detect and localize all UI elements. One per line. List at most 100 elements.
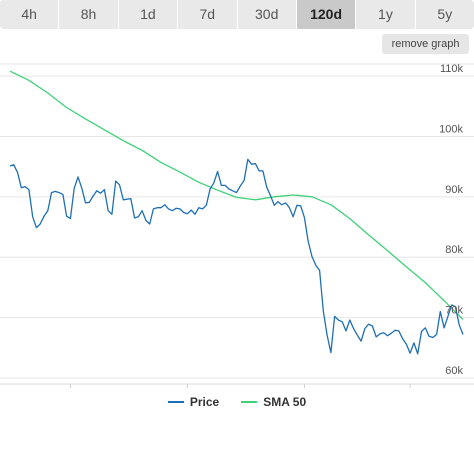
price-point bbox=[114, 180, 117, 183]
price-point bbox=[122, 198, 125, 201]
x-axis-labels: Dec '25Jan '26Feb '26Mar '26 bbox=[69, 384, 411, 388]
price-point bbox=[239, 185, 242, 188]
range-tab-5y[interactable]: 5y bbox=[415, 0, 474, 29]
sma-50-point bbox=[122, 139, 125, 142]
price-point bbox=[227, 188, 230, 191]
price-point bbox=[299, 204, 302, 207]
range-tab-4h[interactable]: 4h bbox=[0, 0, 60, 29]
price-point bbox=[54, 190, 57, 193]
range-tab-1d[interactable]: 1d bbox=[118, 0, 179, 29]
price-point bbox=[24, 185, 27, 188]
sma-50-point bbox=[197, 181, 200, 184]
price-point bbox=[420, 330, 423, 333]
y-axis-labels: 60k 70k 80k 90k 100k 110k bbox=[439, 63, 463, 377]
price-point bbox=[73, 187, 76, 190]
price-point bbox=[386, 334, 389, 337]
sma-50-point bbox=[216, 189, 219, 192]
price-point bbox=[167, 207, 170, 210]
price-point bbox=[20, 186, 23, 189]
sma-50-point bbox=[405, 265, 408, 268]
gridlines bbox=[0, 63, 474, 379]
sma-50-point bbox=[103, 128, 106, 131]
sma-50-point bbox=[367, 233, 370, 236]
price-point bbox=[409, 352, 412, 355]
price-point bbox=[341, 320, 344, 323]
price-point bbox=[46, 209, 49, 212]
price-point bbox=[401, 337, 404, 340]
y-tick-label-80k: 80k bbox=[445, 244, 463, 256]
price-point bbox=[371, 325, 374, 328]
price-point bbox=[65, 215, 68, 218]
legend-label-sma-50: SMA 50 bbox=[263, 395, 307, 409]
price-point bbox=[322, 309, 325, 312]
price-point bbox=[261, 169, 264, 172]
sma-50-point bbox=[254, 198, 257, 201]
price-point bbox=[318, 269, 321, 272]
price-point bbox=[156, 206, 159, 209]
price-point bbox=[103, 188, 106, 191]
price-point bbox=[254, 162, 257, 165]
price-point bbox=[390, 332, 393, 335]
price-point bbox=[333, 315, 336, 318]
price-point bbox=[435, 333, 438, 336]
price-point bbox=[356, 334, 359, 337]
price-point bbox=[129, 197, 132, 200]
price-point bbox=[273, 204, 276, 207]
price-point bbox=[194, 213, 197, 216]
time-range-selector: 4h 8h 1d 7d 30d 120d 1y 5y bbox=[0, 0, 474, 29]
legend-swatch-price bbox=[167, 401, 184, 403]
price-point bbox=[16, 171, 19, 174]
price-point bbox=[144, 219, 147, 222]
legend-label-price: Price bbox=[189, 395, 220, 409]
range-tab-7d[interactable]: 7d bbox=[178, 0, 238, 29]
range-tab-8h[interactable]: 8h bbox=[59, 0, 119, 29]
price-point bbox=[462, 333, 465, 336]
price-chart: 60k 70k 80k 90k 100k 110k Dec '25Jan '26Feb '… bbox=[0, 63, 474, 388]
price-point bbox=[416, 352, 419, 355]
price-point bbox=[31, 215, 34, 218]
price-point bbox=[12, 163, 15, 166]
price-point bbox=[27, 188, 30, 191]
price-point bbox=[35, 226, 38, 229]
price-point bbox=[92, 195, 95, 198]
price-point bbox=[126, 198, 129, 201]
price-point bbox=[205, 204, 208, 207]
price-point bbox=[307, 240, 310, 243]
price-point bbox=[43, 215, 46, 218]
price-point bbox=[160, 206, 163, 209]
price-point bbox=[382, 331, 385, 334]
price-point bbox=[375, 335, 378, 338]
price-point bbox=[295, 204, 298, 207]
price-point bbox=[431, 336, 434, 339]
price-point bbox=[345, 329, 348, 332]
price-point bbox=[277, 200, 280, 203]
price-series bbox=[9, 158, 465, 355]
price-point bbox=[148, 223, 151, 226]
sma-50-point bbox=[386, 249, 389, 252]
sma-50-point bbox=[9, 70, 12, 73]
price-point bbox=[250, 163, 253, 166]
price-point bbox=[110, 213, 113, 216]
sma-50-point bbox=[462, 318, 465, 321]
price-point bbox=[61, 193, 64, 196]
price-point bbox=[9, 165, 12, 168]
price-point bbox=[39, 223, 42, 226]
remove-graph-button[interactable]: remove graph bbox=[382, 34, 469, 54]
price-point bbox=[363, 327, 366, 330]
sma-50-point bbox=[311, 195, 314, 198]
price-point bbox=[443, 326, 446, 329]
price-point bbox=[58, 191, 61, 194]
range-tab-120d[interactable]: 120d bbox=[296, 0, 357, 29]
price-point bbox=[186, 212, 189, 215]
price-point bbox=[88, 201, 91, 204]
price-point bbox=[175, 207, 178, 210]
range-tab-30d[interactable]: 30d bbox=[237, 0, 297, 29]
legend-swatch-sma-50 bbox=[241, 401, 258, 403]
range-tab-1y[interactable]: 1y bbox=[356, 0, 416, 29]
price-point bbox=[216, 170, 219, 173]
price-point bbox=[397, 329, 400, 332]
legend-item-price[interactable]: Price bbox=[167, 395, 220, 409]
price-point bbox=[360, 340, 363, 343]
legend-item-sma-50[interactable]: SMA 50 bbox=[241, 395, 306, 409]
sma-50-point bbox=[27, 79, 30, 82]
